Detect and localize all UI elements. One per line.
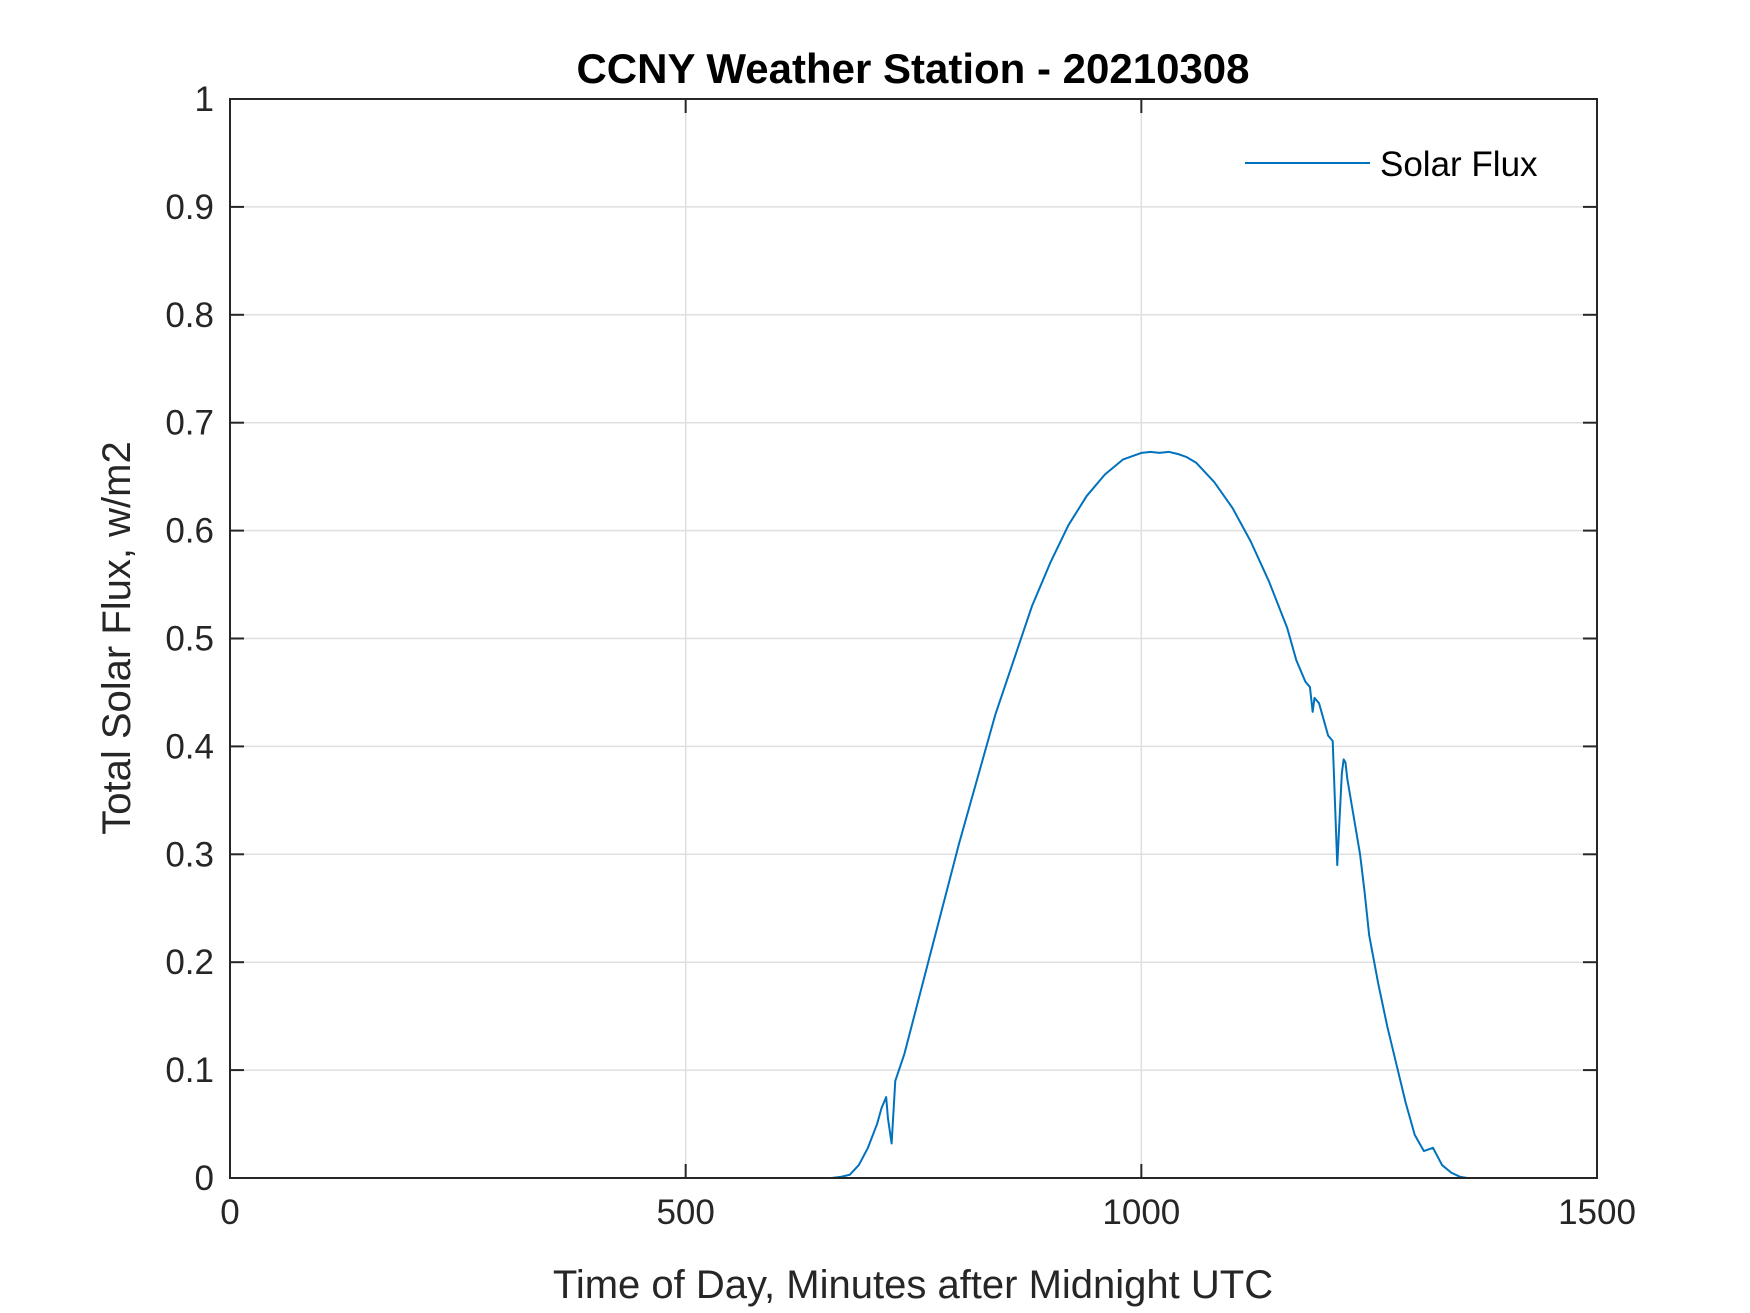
legend-label-solar-flux: Solar Flux <box>1380 145 1538 184</box>
y-tick-label: 0.8 <box>165 296 214 335</box>
y-tick-label: 0.1 <box>165 1051 214 1090</box>
legend: Solar Flux <box>1245 145 1538 184</box>
x-tick-label: 1000 <box>1102 1193 1180 1232</box>
series-group <box>230 450 1552 1179</box>
y-tick-label: 0.4 <box>165 727 214 766</box>
tick-marks <box>229 98 1598 1179</box>
x-axis-label: Time of Day, Minutes after Midnight UTC <box>553 1263 1273 1307</box>
chart-title: CCNY Weather Station - 20210308 <box>576 45 1249 92</box>
x-tick-label: 0 <box>220 1193 239 1232</box>
tick-labels: 0 500 1000 1500 0 0.1 0.2 0.3 0.4 0.5 0.6 0.7 0.8 0.9… <box>165 80 1636 1232</box>
y-tick-label: 0 <box>195 1159 214 1198</box>
y-tick-label: 0.9 <box>165 188 214 227</box>
y-tick-label: 0.5 <box>165 620 214 659</box>
y-tick-label: 0.3 <box>165 835 214 874</box>
x-tick-label: 500 <box>656 1193 714 1232</box>
y-tick-label: 0.6 <box>165 512 214 551</box>
series-line-solar-flux <box>230 450 1552 1179</box>
y-tick-label: 0.2 <box>165 943 214 982</box>
x-tick-label: 1500 <box>1558 1193 1636 1232</box>
y-tick-label: 1 <box>195 80 214 119</box>
y-axis-label: Total Solar Flux, w/m2 <box>95 441 139 834</box>
y-tick-label: 0.7 <box>165 404 214 443</box>
